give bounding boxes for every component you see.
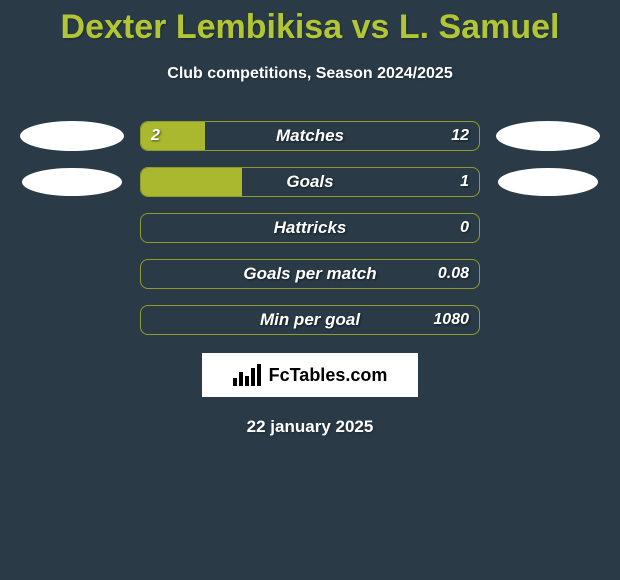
team-badge-right [496,121,600,151]
stat-row: Goals1 [0,167,620,197]
stat-value-right: 0.08 [438,260,469,288]
stat-bar: Min per goal1080 [140,305,480,335]
stat-row: Min per goal1080 [0,305,620,335]
badge-spacer [496,213,600,243]
stat-label: Goals per match [141,260,479,288]
team-badge-left [22,168,122,197]
stat-label: Min per goal [141,306,479,334]
stat-value-right: 1080 [433,306,469,334]
stat-label: Matches [141,122,479,150]
stat-bar: Goals1 [140,167,480,197]
stat-bar: Hattricks0 [140,213,480,243]
stat-row: Goals per match0.08 [0,259,620,289]
site-logo: FcTables.com [202,353,418,397]
badge-spacer [496,259,600,289]
logo-text: FcTables.com [269,365,388,386]
stat-label: Hattricks [141,214,479,242]
comparison-rows: 2Matches12 Goals1 Hattricks0 Goals per matc… [0,121,620,335]
bar-chart-icon [233,364,263,386]
stat-row: Hattricks0 [0,213,620,243]
badge-spacer [20,305,124,335]
subtitle: Club competitions, Season 2024/2025 [0,65,620,83]
stat-label: Goals [141,168,479,196]
stat-bar: Goals per match0.08 [140,259,480,289]
stat-bar: 2Matches12 [140,121,480,151]
stat-row: 2Matches12 [0,121,620,151]
stat-value-right: 12 [451,122,469,150]
stat-value-right: 0 [460,214,469,242]
team-badge-right [498,168,598,197]
badge-spacer [20,259,124,289]
badge-spacer [20,213,124,243]
page-title: Dexter Lembikisa vs L. Samuel [0,0,620,47]
badge-spacer [496,305,600,335]
team-badge-left [20,121,124,151]
stat-value-right: 1 [460,168,469,196]
date-label: 22 january 2025 [0,417,620,437]
